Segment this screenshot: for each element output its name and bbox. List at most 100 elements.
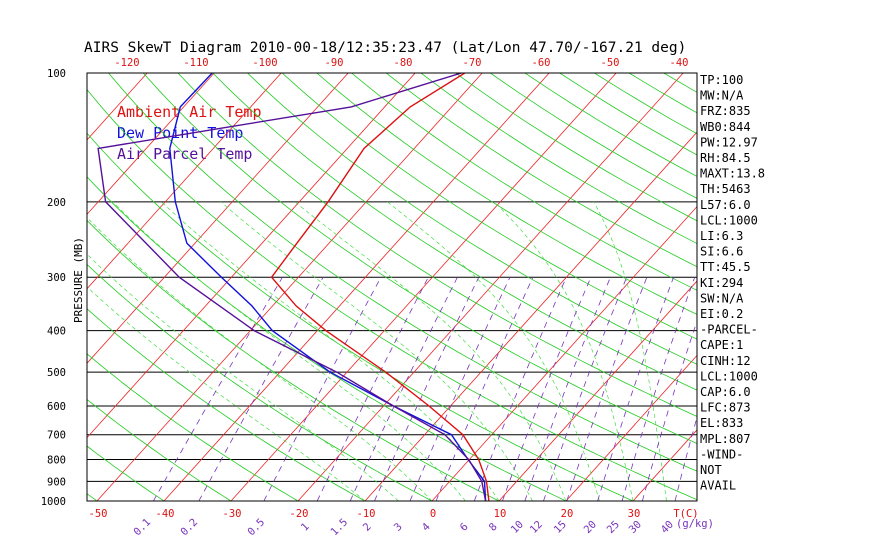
pressure-tick-label: 800 [47,455,66,467]
isotherm-line [0,73,13,501]
top-temp-tick-label: -100 [252,57,277,69]
index-label: RH:84.5 [700,151,751,165]
moist-adiabat-line [161,201,500,501]
mixing-ratio-line [642,319,697,501]
mixing-ratio-line [349,277,458,501]
mixing-ratio-label: 0.1 [131,516,153,538]
bottom-temp-tick-label: -20 [290,508,309,520]
mixing-ratio-line [473,277,567,501]
index-label: CAP:6.0 [700,385,751,399]
isotherm-line [364,131,697,501]
mixing-ratio-line [153,276,283,501]
bottom-temp-tick-label: 0 [430,508,436,520]
index-label: LI:6.3 [700,229,743,243]
index-label: LFC:873 [700,401,751,415]
mixing-ratio-line [263,277,382,501]
mixing-ratio-line [621,277,696,501]
mixing-ratio-line [566,277,648,501]
index-label: MPL:807 [700,432,751,446]
mixing-ratio-line [374,277,480,501]
index-label: TP:100 [700,73,743,87]
mixing-ratio-label: 40 [659,519,676,536]
index-label: AVAIL [700,479,736,493]
bottom-temp-tick-label: -10 [357,508,376,520]
index-label: PW:12.97 [700,135,758,149]
bottom-temp-unit-label: T(C) [673,508,698,520]
isotherm-line [87,73,349,364]
dry-adiabat-line [0,73,42,510]
chart-title: AIRS SkewT Diagram 2010-00-18/12:35:23.4… [84,40,686,56]
mixing-ratio-line [674,416,697,501]
series-line-air-parcel-temp [97,73,487,501]
dry-adiabat-line [663,73,697,93]
bottom-temp-tick-label: 30 [628,508,641,520]
moist-adiabat-line [88,219,433,501]
legend-entry: Ambient Air Temp [117,103,262,121]
top-temp-tick-label: -70 [463,57,482,69]
index-label: -PARCEL- [700,323,758,337]
mixing-ratio-line [409,277,511,501]
grid-layer [0,73,870,510]
index-label: FRZ:835 [700,104,751,118]
dry-adiabat-line [420,73,697,244]
moist-adiabat-line [87,286,366,501]
mixing-ratio-unit-label: (g/kg) [676,518,714,530]
moist-adiabat-line [220,201,533,501]
pressure-tick-label: 400 [47,326,66,338]
pressure-axis: 100 200 300 400 500 600 700 800 900 1000 [41,68,66,508]
dry-adiabat-line [87,445,165,501]
dry-adiabat-line [212,73,697,391]
isotherm-line [565,354,697,501]
pressure-tick-label: 900 [47,476,66,488]
mixing-ratio-label: 1.5 [328,516,350,538]
moist-adiabat-line [294,201,567,501]
pressure-tick-label: 500 [47,367,66,379]
index-label: CINH:12 [700,354,751,368]
top-temp-tick-label: -120 [114,57,139,69]
dry-adiabat-line [490,73,697,199]
isotherm-line [0,73,80,501]
mixing-ratio-axis: 0.1 0.2 0.5 1 1.5 2 3 4 6 8 10 12 15 20 25 30 40 (g/kg) [131,516,714,538]
dry-adiabat-line [87,88,697,501]
isotherm-line [163,73,550,501]
mixing-ratio-label: 0.5 [245,516,267,538]
bottom-temp-tick-label: -50 [89,508,108,520]
isotherm-line [767,73,870,501]
index-label: TT:45.5 [700,260,751,274]
index-label: L57:6.0 [700,198,751,212]
mixing-ratio-label: 4 [420,521,433,534]
bottom-temp-tick-label: -30 [223,508,242,520]
dry-adiabat-line [177,73,697,417]
dry-adiabat-line [316,73,697,315]
index-label: SI:6.6 [700,245,743,259]
index-label: NOT [700,463,722,477]
isotherm-line [87,73,215,215]
index-label: SW:N/A [700,291,744,305]
bottom-temp-tick-label: -40 [156,508,175,520]
top-temp-tick-label: -40 [670,57,689,69]
mixing-ratio-line [597,277,674,501]
bottom-temp-tick-label: 10 [494,508,507,520]
isotherm-line [498,280,697,501]
mixing-ratio-line [524,277,611,501]
index-label: MW:N/A [700,89,744,103]
pressure-tick-label: 200 [47,197,66,209]
mixing-ratio-line [502,277,592,501]
mixing-ratio-line [435,277,534,501]
mixing-ratio-label: 0.2 [178,516,200,538]
index-label: -WIND- [700,447,743,461]
index-label: CAPE:1 [700,338,743,352]
top-temp-tick-label: -110 [183,57,208,69]
index-label: EI:0.2 [700,307,743,321]
bottom-temperature-axis: -50 -40 -30 -20 -10 0 10 20 30 T(C) [89,508,699,520]
pressure-tick-label: 100 [47,68,66,80]
index-label: TH:5463 [700,182,751,196]
pressure-tick-label: 700 [47,430,66,442]
moist-adiabat-line [387,201,600,501]
mixing-ratio-label: 30 [627,519,644,536]
dry-adiabat-line [385,73,697,268]
mixing-ratio-label: 2 [361,521,374,534]
isotherm-line [96,73,483,501]
